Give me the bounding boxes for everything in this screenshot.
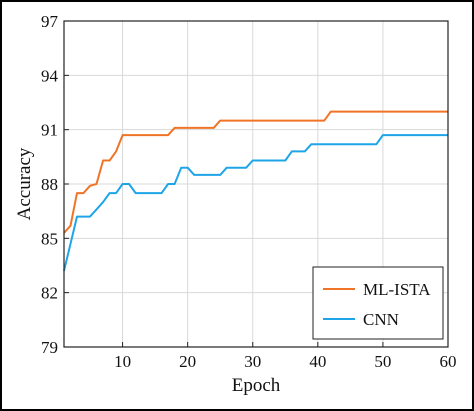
y-tick-label: 94 xyxy=(41,66,59,85)
legend-box xyxy=(312,266,444,340)
x-axis-label: Epoch xyxy=(232,375,281,396)
y-tick-label: 97 xyxy=(41,12,59,31)
series-line-ml-ista xyxy=(63,110,448,234)
series-line-cnn xyxy=(63,134,448,272)
x-tick-label: 40 xyxy=(309,352,326,371)
x-tick-label: 30 xyxy=(244,352,261,371)
legend: ML-ISTA CNN xyxy=(312,266,444,340)
y-tick-label: 91 xyxy=(41,121,58,140)
legend-label-cnn: CNN xyxy=(363,310,399,329)
y-axis-label: Accuracy xyxy=(14,147,35,220)
y-tick-label: 88 xyxy=(41,175,58,194)
y-tick-label: 82 xyxy=(41,284,58,303)
axis-ticks: 10 20 30 40 50 60 79 82 85 88 91 94 97 xyxy=(41,12,457,371)
x-tick-label: 60 xyxy=(440,352,457,371)
series-lines xyxy=(63,110,448,272)
x-tick-label: 20 xyxy=(179,352,196,371)
y-tick-label: 85 xyxy=(41,229,58,248)
x-tick-label: 10 xyxy=(114,352,131,371)
legend-label-ml-ista: ML-ISTA xyxy=(363,280,431,299)
y-tick-label: 79 xyxy=(41,338,58,357)
x-tick-label: 50 xyxy=(374,352,391,371)
